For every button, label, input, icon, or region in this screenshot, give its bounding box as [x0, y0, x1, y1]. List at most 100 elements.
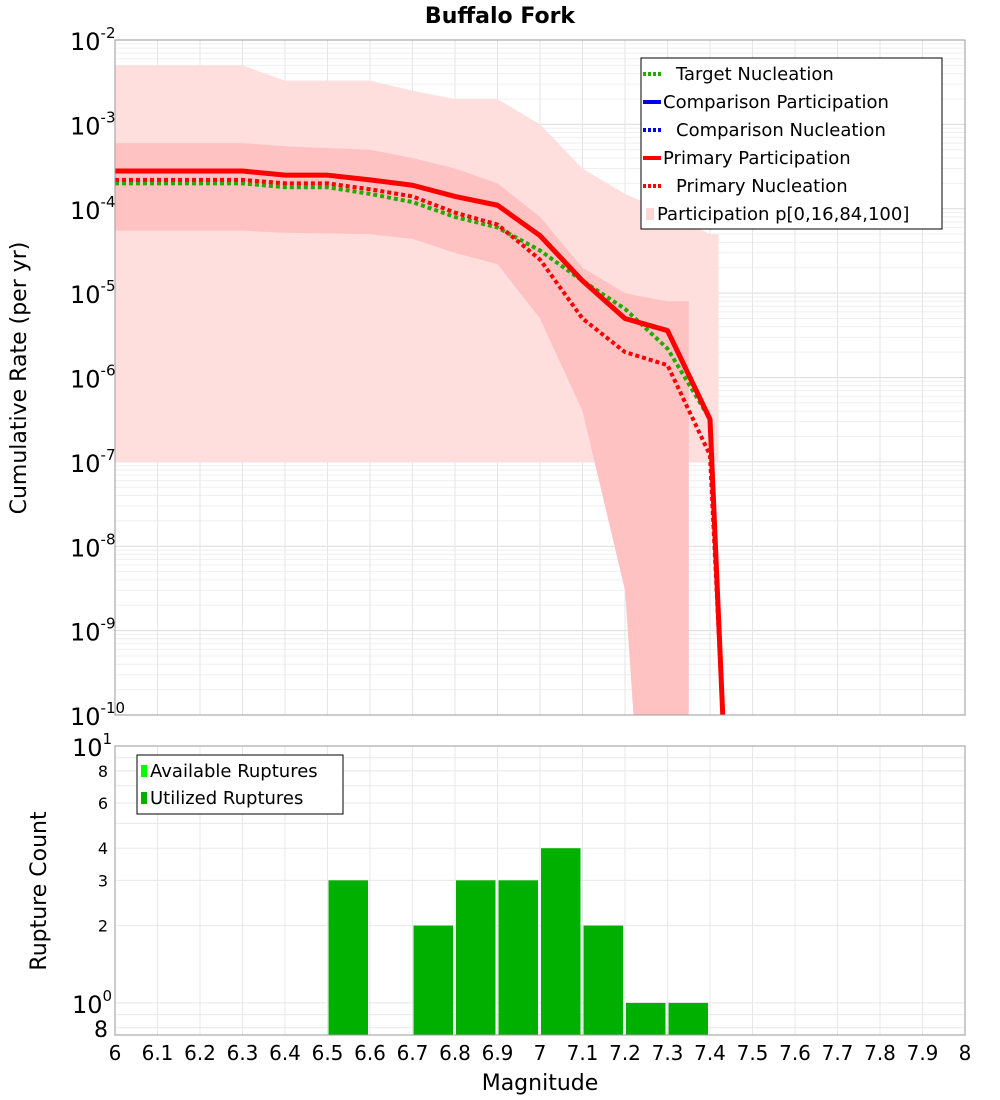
count-legend-swatch — [141, 792, 147, 804]
rate-y-tick-exponent: -5 — [101, 277, 116, 295]
rate-y-tick-base: 10 — [70, 197, 101, 225]
rate-y-tick-base: 10 — [70, 534, 101, 562]
x-axis-label: Magnitude — [482, 1071, 599, 1096]
band-p16-p84 — [115, 143, 689, 715]
count-y-tick-base: 10 — [72, 734, 103, 762]
rupture-bar — [668, 1002, 708, 1035]
count-y-tick-exponent: 0 — [103, 987, 113, 1005]
x-tick-label: 8 — [959, 1041, 972, 1065]
count-legend-box — [136, 754, 344, 815]
x-tick-label: 6.2 — [184, 1041, 216, 1065]
rate-y-tick-label: 10-9 — [70, 615, 116, 647]
x-tick-label: 6.6 — [354, 1041, 386, 1065]
rate-legend-box — [640, 57, 943, 230]
rate-y-tick-label: 10-7 — [70, 446, 116, 478]
count-y-tick-label: 8 — [94, 1018, 108, 1043]
rate-y-tick-base: 10 — [70, 28, 101, 56]
x-tick-label: 6.7 — [397, 1041, 429, 1065]
rate-y-tick-label: 10-5 — [70, 277, 116, 309]
rate-bands — [115, 65, 719, 715]
count-y-tick-base: 10 — [72, 991, 103, 1019]
rate-y-tick-base: 10 — [70, 450, 101, 478]
count-y-tick-label: 2 — [98, 917, 108, 936]
count-plot-frame — [114, 745, 966, 1036]
count-y-tick-exponent: 1 — [103, 730, 113, 748]
x-tick-label: 6.1 — [142, 1041, 174, 1065]
rate-y-tick-label: 10-3 — [70, 108, 116, 140]
rupture-bar — [498, 880, 538, 1035]
x-tick-label: 7.1 — [567, 1041, 599, 1065]
rate-y-ticks: 10-210-310-410-510-610-710-810-910-10 — [70, 24, 125, 731]
count-y-tick-label: 8 — [98, 762, 108, 781]
rate-y-tick-base: 10 — [70, 366, 101, 394]
x-tick-label: 6.4 — [269, 1041, 301, 1065]
rate-legend-label: Target Nucleation — [675, 64, 834, 85]
x-tick-label: 6.3 — [227, 1041, 259, 1065]
x-tick-label: 6.8 — [439, 1041, 471, 1065]
rate-lines — [115, 168, 726, 716]
count-y-tick-label: 4 — [98, 839, 108, 858]
rate-legend-label: Participation p[0,16,84,100] — [657, 204, 909, 225]
x-tick-label: 7.7 — [822, 1041, 854, 1065]
rate-y-tick-exponent: -9 — [101, 615, 116, 633]
count-y-tick-label: 101 — [72, 730, 112, 762]
x-tick-label: 7.6 — [779, 1041, 811, 1065]
rupture-bar — [626, 1002, 666, 1035]
rupture-bar — [413, 925, 453, 1035]
count-y-tick-label: 100 — [72, 987, 112, 1019]
count-legend-label: Available Ruptures — [150, 761, 318, 782]
series-target-nucleation — [115, 181, 725, 716]
count-legend-label: Utilized Ruptures — [150, 788, 303, 809]
x-tick-label: 7.5 — [737, 1041, 769, 1065]
rate-y-tick-label: 10-2 — [70, 24, 116, 56]
rate-plot-frame — [114, 39, 966, 716]
rate-y-tick-exponent: -7 — [101, 446, 116, 464]
rate-y-tick-label: 10-8 — [70, 530, 116, 562]
rate-y-tick-label: 10-4 — [70, 193, 116, 225]
x-tick-label: 7.9 — [907, 1041, 939, 1065]
rupture-bar — [456, 880, 496, 1035]
x-tick-label: 7.4 — [694, 1041, 726, 1065]
rate-y-tick-base: 10 — [70, 281, 101, 309]
x-tick-label: 6.9 — [482, 1041, 514, 1065]
rate-y-tick-label: 10-6 — [70, 362, 116, 394]
rate-legend-label: Primary Participation — [663, 148, 851, 169]
rate-panel: 10-210-310-410-510-610-710-810-910-10 Cu… — [7, 24, 966, 731]
rate-y-tick-exponent: -2 — [101, 24, 116, 42]
rate-y-tick-base: 10 — [70, 619, 101, 647]
chart-title: Buffalo Fork — [425, 4, 577, 29]
rupture-bar — [328, 880, 368, 1035]
rate-y-tick-exponent: -6 — [101, 362, 116, 380]
rate-y-tick-label: 10-10 — [70, 699, 125, 731]
rate-y-tick-exponent: -3 — [101, 108, 116, 126]
rate-legend-label: Comparison Nucleation — [676, 120, 886, 141]
x-tick-label: 7.3 — [652, 1041, 684, 1065]
count-legend: Available Ruptures Utilized Ruptures — [136, 754, 344, 815]
x-tick-label: 6 — [109, 1041, 122, 1065]
count-y-tick-label: 6 — [98, 794, 108, 813]
count-y-tick-label: 3 — [98, 871, 108, 890]
rate-legend-label: Comparison Participation — [663, 92, 889, 113]
rate-y-tick-base: 10 — [70, 112, 101, 140]
rate-y-tick-exponent: -8 — [101, 530, 116, 548]
series-primary-nucleation — [115, 177, 725, 716]
rate-y-tick-exponent: -4 — [101, 193, 116, 211]
rate-legend-label: Primary Nucleation — [676, 176, 848, 197]
rupture-bar — [541, 848, 581, 1035]
count-legend-swatch — [141, 765, 147, 777]
rate-y-tick-base: 10 — [70, 703, 101, 731]
x-tick-label: 6.5 — [312, 1041, 344, 1065]
count-bars — [328, 848, 708, 1035]
rupture-bar — [583, 925, 623, 1035]
x-tick-label: 7.8 — [864, 1041, 896, 1065]
count-x-ticks: 6 6.1 6.2 6.3 6.4 6.5 6.6 6.7 6.8 6.9 7 7.1 7.2 7.3 7.… — [109, 1041, 972, 1065]
rate-legend-swatch — [646, 208, 654, 220]
rate-y-tick-exponent: -10 — [101, 699, 126, 717]
count-y-axis-label: Rupture Count — [27, 811, 52, 971]
series-primary-participation — [115, 168, 726, 716]
x-tick-label: 7.2 — [609, 1041, 641, 1065]
rate-legend: Target Nucleation Comparison Participatio… — [640, 57, 943, 230]
